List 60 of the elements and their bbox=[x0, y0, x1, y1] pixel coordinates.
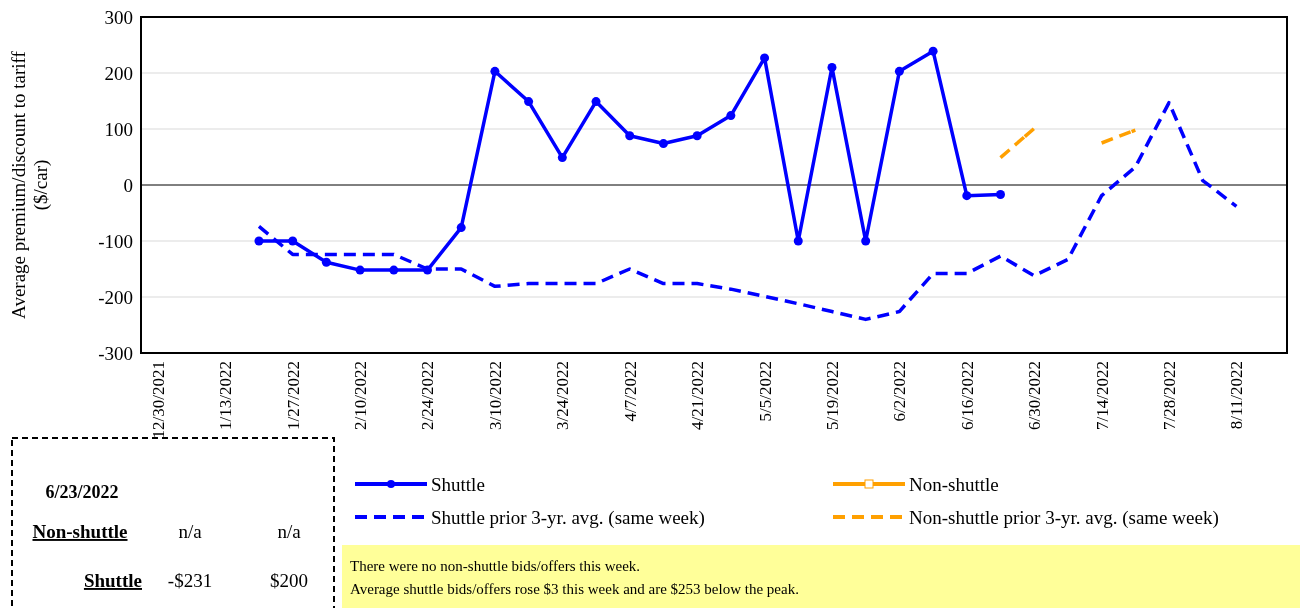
y-tick-label: 300 bbox=[104, 6, 133, 28]
legend-label: Shuttle bbox=[431, 473, 485, 495]
y-tick-label: -200 bbox=[98, 286, 133, 308]
point bbox=[760, 53, 770, 63]
y-tick-label: 0 bbox=[123, 174, 133, 196]
x-tick-label: 12/30/2021 bbox=[148, 361, 168, 439]
point bbox=[524, 97, 534, 107]
point bbox=[389, 265, 399, 275]
point bbox=[625, 131, 635, 141]
point bbox=[591, 97, 601, 107]
point bbox=[861, 236, 871, 246]
point bbox=[894, 66, 904, 76]
legend-label: Shuttle prior 3-yr. avg. (same week) bbox=[431, 506, 705, 529]
x-tick-label: 6/2/2022 bbox=[890, 361, 910, 422]
point bbox=[726, 111, 736, 121]
legend-label: Non-shuttle prior 3-yr. avg. (same week) bbox=[909, 506, 1219, 529]
point bbox=[793, 236, 803, 246]
x-tick-label: 1/13/2022 bbox=[216, 361, 236, 430]
point bbox=[456, 223, 466, 233]
point bbox=[658, 139, 668, 149]
x-tick-label: 6/30/2022 bbox=[1025, 361, 1045, 430]
point bbox=[321, 257, 331, 267]
text: -$231 bbox=[167, 570, 213, 591]
text: Shuttle bbox=[83, 570, 142, 591]
x-tick-label: 8/11/2022 bbox=[1227, 361, 1247, 430]
point bbox=[692, 131, 702, 141]
x-tick-label: 5/5/2022 bbox=[755, 361, 775, 422]
y-tick-label: 100 bbox=[104, 118, 133, 140]
point bbox=[996, 190, 1005, 200]
point bbox=[928, 46, 938, 56]
point bbox=[490, 66, 500, 76]
y-axis-title: Average premium/discount to tariff ($/car) bbox=[8, 50, 52, 319]
x-tick-label: 2/10/2022 bbox=[351, 361, 371, 430]
text: n/a bbox=[178, 521, 203, 542]
y-tick-label: -300 bbox=[98, 342, 133, 364]
y-tick-label: -100 bbox=[98, 230, 133, 252]
x-tick-label: 3/10/2022 bbox=[485, 361, 505, 430]
x-tick-label: 6/16/2022 bbox=[957, 361, 977, 430]
text: 6/23/2022 bbox=[45, 482, 119, 502]
x-tick-label: 7/28/2022 bbox=[1159, 361, 1179, 430]
legend-label: Non-shuttle bbox=[909, 473, 999, 495]
point bbox=[962, 191, 972, 201]
point bbox=[557, 153, 567, 163]
point bbox=[288, 236, 298, 246]
x-tick-label: 4/21/2022 bbox=[688, 361, 708, 430]
x-tick-label: 5/19/2022 bbox=[822, 361, 842, 430]
text: $200 bbox=[270, 570, 308, 591]
text: Average shuttle bids/offers rose $3 this week and are $253 below the peak. bbox=[350, 581, 799, 598]
x-tick-label: 2/24/2022 bbox=[418, 361, 438, 430]
x-tick-label: 1/27/2022 bbox=[283, 361, 303, 430]
x-tick-label: 3/24/2022 bbox=[553, 361, 573, 430]
point bbox=[827, 62, 837, 72]
text: n/a bbox=[277, 521, 302, 542]
text: There were no non-shuttle bids/offers this week. bbox=[350, 558, 641, 575]
point bbox=[355, 265, 365, 275]
x-tick-label: 4/7/2022 bbox=[620, 361, 640, 422]
y-tick-label: 200 bbox=[104, 62, 133, 84]
text: Non-shuttle bbox=[32, 521, 128, 542]
x-tick-label: 7/14/2022 bbox=[1092, 361, 1112, 430]
point bbox=[254, 236, 264, 246]
